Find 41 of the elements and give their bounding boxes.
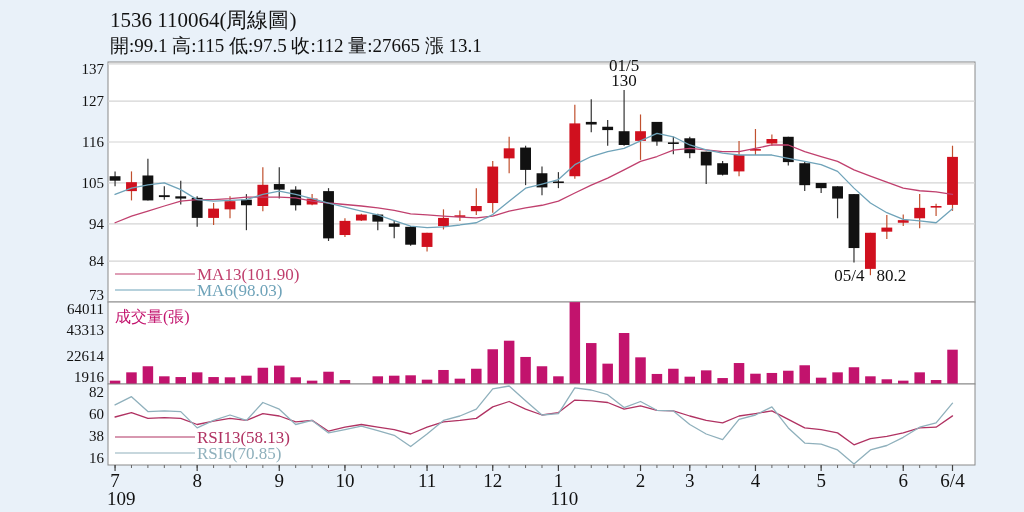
x-tick-label: 3 (685, 470, 695, 491)
legend-label: RSI13(58.13) (197, 428, 291, 447)
y-tick-label: 116 (82, 134, 105, 150)
legend-label: MA6(98.03) (197, 281, 283, 300)
y-tick-label: 60 (89, 406, 104, 422)
y-tick-label: 94 (89, 215, 105, 232)
y-tick-label: 38 (89, 428, 104, 444)
y-tick-label: 16 (89, 450, 105, 466)
legend-label: RSI6(70.85) (197, 444, 282, 463)
y-tick-label: 137 (81, 61, 105, 77)
chart-title: 1536 110064(周線圖) (110, 8, 297, 32)
x-tick-label: 1 (553, 470, 564, 491)
x-tick-label: 9 (274, 470, 285, 491)
text: 109 (107, 488, 136, 509)
y-tick-label: 73 (89, 287, 104, 303)
line-series (114, 399, 954, 446)
x-tick-label: 2 (635, 470, 646, 491)
y-tick-label: 64011 (67, 301, 104, 317)
annotation: 05/4 (834, 266, 865, 286)
x-tick-label: 12 (483, 470, 503, 491)
y-tick-label: 43313 (66, 322, 104, 339)
x-tick-label: 6 (898, 470, 908, 491)
y-tick-label: 1916 (74, 369, 105, 385)
chart-title: 成交量(張) (115, 308, 190, 326)
x-tick-label: 4 (750, 470, 761, 491)
legend-label: MA13(101.90) (197, 265, 300, 284)
y-tick-label: 22614 (66, 347, 105, 364)
y-tick-label: 84 (89, 253, 105, 270)
x-tick-label: 5 (816, 470, 826, 491)
x-tick-label: 8 (192, 470, 202, 491)
y-tick-label: 82 (89, 384, 104, 400)
x-tick-label: 11 (417, 470, 437, 491)
chart-subtitle: 開:99.1 高:115 低:97.5 收:112 量:27665 漲 13.1 (110, 35, 482, 56)
y-tick-label: 105 (81, 174, 104, 191)
x-tick-label: 10 (335, 470, 355, 491)
y-tick-label: 127 (81, 93, 105, 110)
x-tick-label: 6/4 (940, 470, 966, 491)
line-series (114, 385, 954, 465)
annotation: 80.2 (876, 266, 907, 286)
x-tick-label: 7 (110, 470, 120, 491)
text: 110 (550, 488, 579, 509)
